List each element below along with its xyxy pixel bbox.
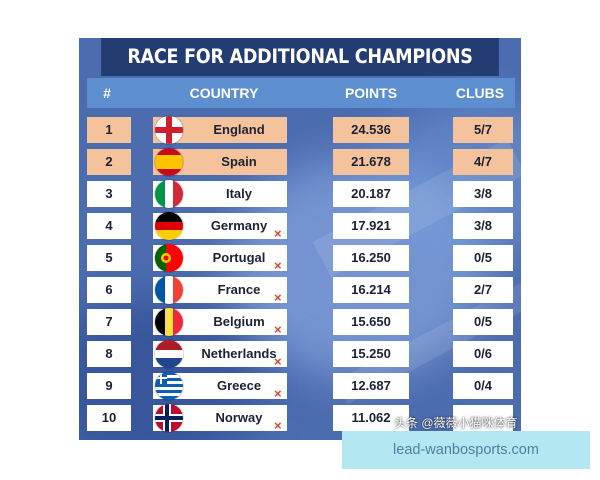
country-name: Belgium <box>213 314 265 329</box>
portugal-flag-icon <box>155 244 183 272</box>
rank-cell: 5 <box>87 245 131 271</box>
rank-cell: 6 <box>87 277 131 303</box>
eliminated-mark-icon: × <box>274 418 282 433</box>
clubs-cell: 3/8 <box>453 181 513 207</box>
rank-cell: 9 <box>87 373 131 399</box>
spain-flag-icon <box>155 148 183 176</box>
site-banner[interactable]: lead-wanbosports.com <box>342 431 590 469</box>
rank-cell: 7 <box>87 309 131 335</box>
italy-flag-icon <box>155 180 183 208</box>
points-cell: 12.687 <box>333 373 409 399</box>
points-cell: 16.214 <box>333 277 409 303</box>
country-name: Norway <box>215 410 263 425</box>
country-name: England <box>213 122 265 137</box>
points-cell: 15.250 <box>333 341 409 367</box>
table-row: 2 Spain 21.678 4/7 <box>79 148 521 176</box>
clubs-cell: 0/4 <box>453 373 513 399</box>
rank-cell: 1 <box>87 117 131 143</box>
table-row: 8 Netherlands 15.250 0/6 × <box>79 340 521 369</box>
points-cell: 11.062 <box>333 405 409 431</box>
eliminated-mark-icon: × <box>274 226 282 241</box>
country-column-header: COUNTRY <box>189 85 259 101</box>
points-cell: 15.650 <box>333 309 409 335</box>
greece-flag-icon <box>155 372 183 400</box>
eliminated-mark-icon: × <box>274 322 282 337</box>
clubs-cell: 3/8 <box>453 213 513 239</box>
clubs-cell: 4/7 <box>453 149 513 175</box>
norway-flag-icon <box>155 404 183 432</box>
eliminated-mark-icon: × <box>274 386 282 401</box>
clubs-cell <box>453 405 513 431</box>
belgium-flag-icon <box>155 308 183 336</box>
points-cell: 17.921 <box>333 213 409 239</box>
clubs-cell: 2/7 <box>453 277 513 303</box>
points-column-header: POINTS <box>344 85 398 101</box>
country-name: Greece <box>216 378 262 393</box>
eliminated-mark-icon: × <box>274 354 282 369</box>
clubs-cell: 0/6 <box>453 341 513 367</box>
eliminated-mark-icon: × <box>274 258 282 273</box>
country-name: Spain <box>221 154 257 169</box>
rank-cell: 4 <box>87 213 131 239</box>
watermark-text: 头条 @薇薇小猫咪体育 <box>394 416 518 430</box>
rank-cell: 3 <box>87 181 131 207</box>
table-row: 1 England 24.536 5/7 <box>79 116 521 144</box>
clubs-cell: 0/5 <box>453 309 513 335</box>
page-title: RACE FOR ADDITIONAL CHAMPIONS LEAGUE SPO… <box>101 38 499 106</box>
rank-cell: 10 <box>87 405 131 431</box>
points-cell: 21.678 <box>333 149 409 175</box>
country-name: Italy <box>225 186 252 201</box>
table-header <box>87 78 515 108</box>
germany-flag-icon <box>155 212 183 240</box>
country-name: Germany <box>210 218 268 233</box>
points-cell: 20.187 <box>333 181 409 207</box>
rank-column-header: # <box>103 85 111 101</box>
country-name: Portugal <box>212 250 266 265</box>
points-cell: 24.536 <box>333 117 409 143</box>
points-cell: 16.250 <box>333 245 409 271</box>
country-name: France <box>217 282 261 297</box>
eliminated-mark-icon: × <box>274 290 282 305</box>
rank-cell: 2 <box>87 149 131 175</box>
table-row: 9 Greece 12.687 0/4 × <box>79 372 521 401</box>
netherlands-flag-icon <box>155 340 183 368</box>
england-flag-icon <box>155 116 183 144</box>
clubs-cell: 0/5 <box>453 245 513 271</box>
country-name: Netherlands <box>201 346 277 361</box>
standings-card: RACE FOR ADDITIONAL CHAMPIONS LEAGUE SPO… <box>79 38 521 440</box>
clubs-column-header: CLUBS <box>455 85 505 101</box>
table-row: 6 France 16.214 2/7 × <box>79 276 521 305</box>
table-row: 10 Norway 11.062 × <box>79 404 521 433</box>
table-row: 3 Italy 20.187 3/8 <box>79 180 521 208</box>
table-row: 4 Germany 17.921 3/8 × <box>79 212 521 241</box>
table-row: 5 Portugal 16.250 0/5 × <box>79 244 521 273</box>
rank-cell: 8 <box>87 341 131 367</box>
france-flag-icon <box>155 276 183 304</box>
table-row: 7 Belgium 15.650 0/5 × <box>79 308 521 337</box>
clubs-cell: 5/7 <box>453 117 513 143</box>
